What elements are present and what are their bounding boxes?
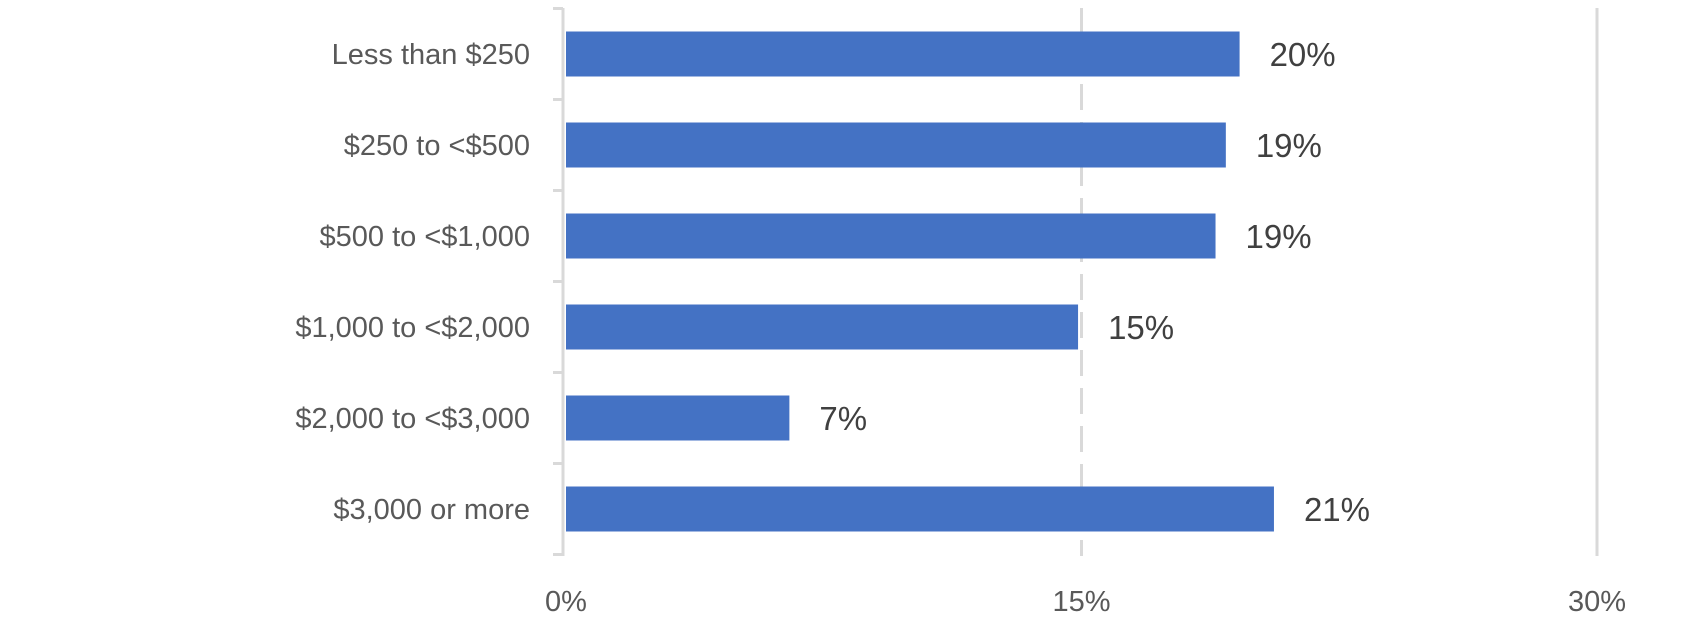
category-label: $2,000 to <$3,000 xyxy=(295,403,530,435)
x-tick-label: 15% xyxy=(1052,586,1110,618)
x-tick-label: 30% xyxy=(1568,586,1626,618)
bar xyxy=(566,304,1079,350)
x-tick-label: 0% xyxy=(545,586,587,618)
category-label: $3,000 or more xyxy=(333,494,530,526)
data-label: 19% xyxy=(1256,127,1322,164)
bar xyxy=(566,213,1216,259)
data-label: 20% xyxy=(1270,36,1336,73)
bar xyxy=(566,122,1226,168)
bar xyxy=(566,395,790,441)
data-label: 19% xyxy=(1246,218,1312,255)
data-label: 21% xyxy=(1304,491,1370,528)
category-label: Less than $250 xyxy=(332,39,530,71)
bar xyxy=(566,31,1240,77)
labels: 0% 15% 30% Less than $250 20% $250 to <$500 19… xyxy=(295,36,1626,618)
bar xyxy=(566,486,1274,532)
category-label: $500 to <$1,000 xyxy=(320,221,530,253)
bars xyxy=(566,31,1274,532)
data-label: 7% xyxy=(819,400,867,437)
category-label: $250 to <$500 xyxy=(344,130,530,162)
data-label: 15% xyxy=(1108,309,1174,346)
category-label: $1,000 to <$2,000 xyxy=(295,312,530,344)
gridlines xyxy=(1080,8,1599,556)
category-axis xyxy=(553,7,565,556)
